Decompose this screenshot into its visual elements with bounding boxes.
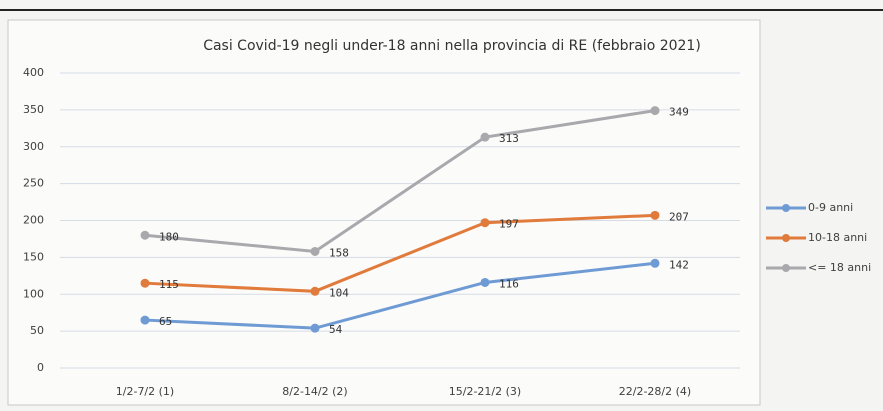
data-point — [480, 277, 490, 287]
data-label: 115 — [159, 278, 179, 291]
y-tick-label: 400 — [23, 66, 44, 79]
series-line — [144, 109, 656, 254]
y-tick-label: 0 — [37, 361, 44, 374]
y-tick-label: 300 — [23, 140, 44, 153]
data-label: 142 — [669, 258, 689, 271]
data-label: 207 — [669, 210, 689, 223]
data-point — [650, 210, 660, 220]
y-tick-label: 200 — [23, 214, 44, 227]
x-tick-label: 8/2-14/2 (2) — [282, 385, 347, 398]
y-tick-label: 350 — [23, 103, 44, 116]
legend-label: 10-18 anni — [808, 231, 867, 244]
data-point — [140, 278, 150, 288]
series-line — [144, 261, 656, 330]
legend-marker — [782, 234, 790, 242]
legend-marker — [782, 204, 790, 212]
data-point — [480, 132, 490, 142]
data-label: 158 — [329, 246, 349, 259]
legend-label: <= 18 anni — [808, 261, 871, 274]
data-point — [140, 230, 150, 240]
data-label: 116 — [499, 277, 519, 290]
series-line — [144, 213, 656, 293]
y-tick-label: 100 — [23, 287, 44, 300]
legend-marker — [782, 264, 790, 272]
x-tick-label: 1/2-7/2 (1) — [116, 385, 174, 398]
chart-frame — [7, 19, 761, 406]
data-label: 349 — [669, 106, 689, 119]
data-point — [310, 246, 320, 256]
data-label: 313 — [499, 132, 519, 145]
x-tick-label: 22/2-28/2 (4) — [619, 385, 691, 398]
data-point — [650, 258, 660, 268]
y-tick-label: 50 — [30, 324, 44, 337]
y-tick-label: 150 — [23, 250, 44, 263]
x-tick-label: 15/2-21/2 (3) — [449, 385, 521, 398]
data-point — [480, 218, 490, 228]
data-label: 180 — [159, 230, 179, 243]
data-label: 104 — [329, 286, 349, 299]
y-tick-label: 250 — [23, 177, 44, 190]
data-point — [140, 315, 150, 325]
data-label: 54 — [329, 323, 343, 336]
data-point — [310, 323, 320, 333]
data-label: 197 — [499, 218, 519, 231]
chart-title: Casi Covid-19 negli under-18 anni nella … — [203, 38, 701, 54]
data-point — [310, 286, 320, 296]
data-label: 65 — [159, 315, 172, 328]
legend-label: 0-9 anni — [808, 201, 853, 214]
data-point — [650, 106, 660, 116]
